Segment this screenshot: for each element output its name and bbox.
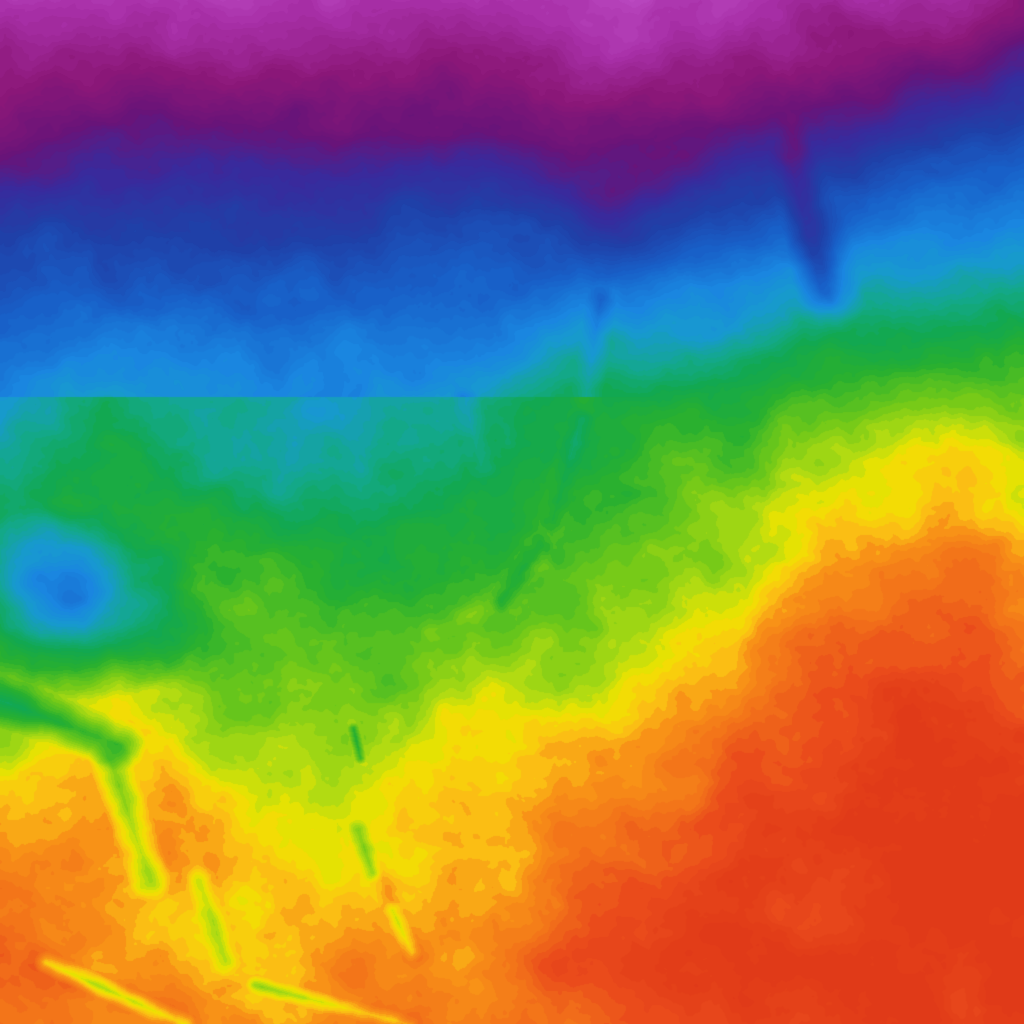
temperature-map-canvas-stage (0, 0, 1024, 1024)
temperature-heatmap (0, 0, 1024, 1024)
